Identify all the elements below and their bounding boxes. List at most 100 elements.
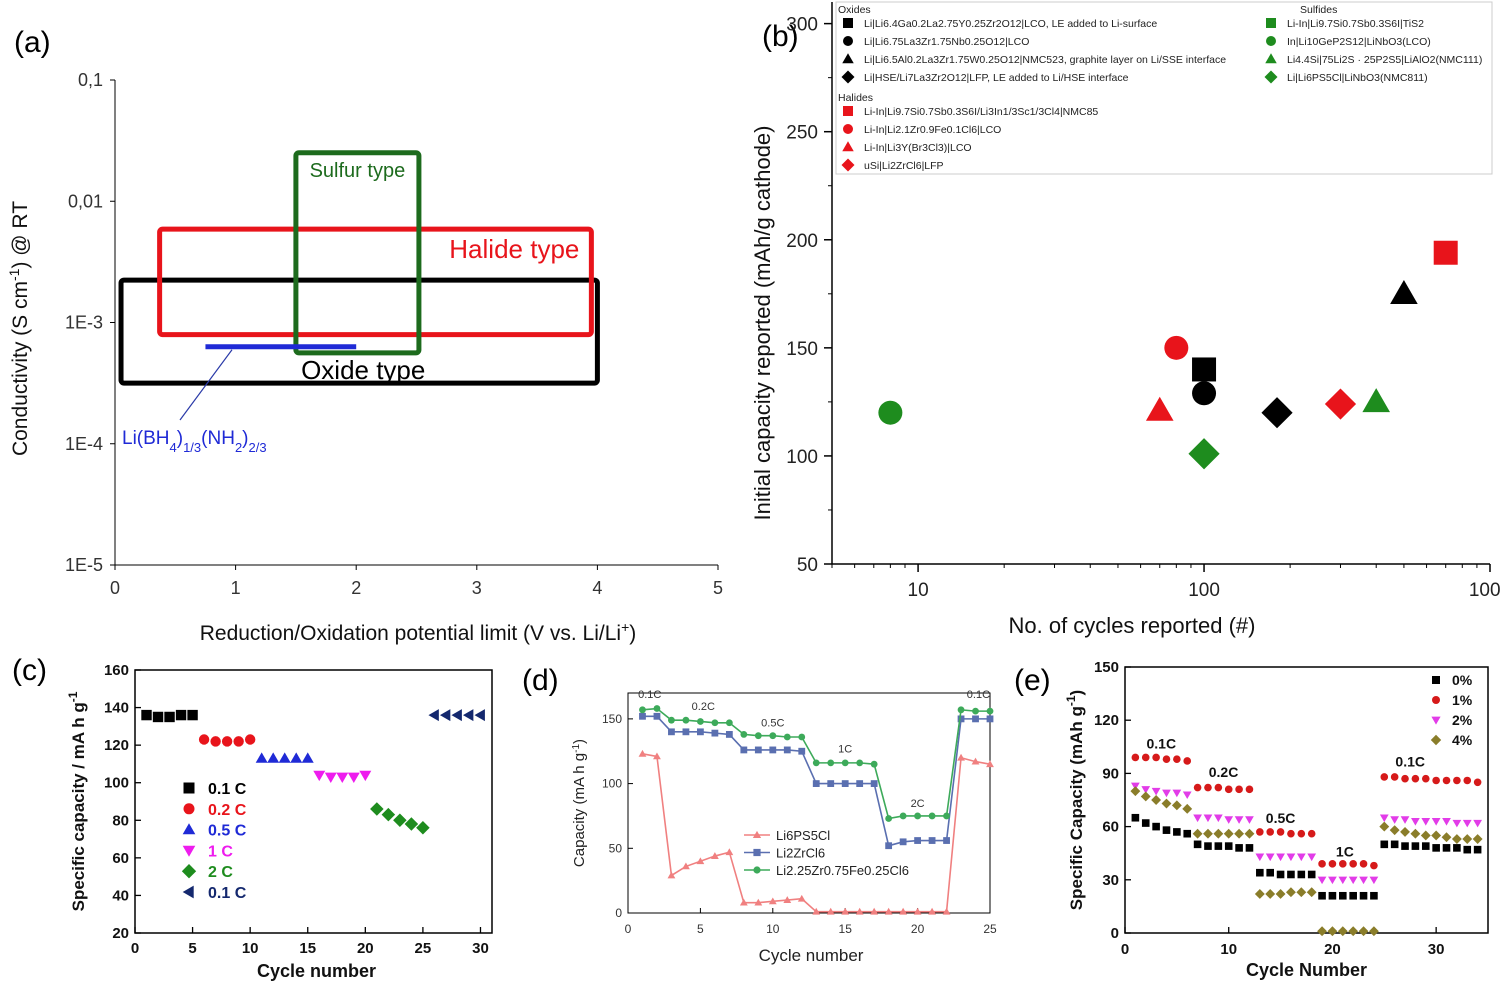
- panel-b-legend-label: Li-In|Li3Y(Br3Cl3)|LCO: [864, 142, 972, 154]
- panel-d-point: [768, 897, 777, 905]
- panel-e-y-tick-label: 150: [1094, 659, 1119, 676]
- panel-e-legend-label: 2%: [1452, 712, 1473, 728]
- panel-e-x-tick-label: 30: [1428, 941, 1445, 958]
- panel-d-point: [899, 907, 908, 915]
- panel-e-point: [1182, 791, 1192, 800]
- panel-e-point: [1183, 757, 1192, 765]
- panel-e-rate-label: 0.5C: [1266, 810, 1296, 826]
- panel-d-point: [696, 857, 705, 865]
- panel-b-y-tick-label: 200: [786, 231, 818, 252]
- panel-c-legend-label: 0.2 C: [208, 802, 247, 819]
- panel-a-region-oxide: [118, 277, 600, 386]
- panel-e-point: [1390, 816, 1400, 824]
- panel-e-point: [1421, 842, 1430, 850]
- panel-e-x-tick-label: 0: [1121, 941, 1129, 958]
- panel-e-point: [1193, 840, 1202, 849]
- panel-d-x-tick-label: 5: [697, 922, 704, 936]
- panel-e-point: [1327, 926, 1338, 937]
- panel-e-point: [1141, 753, 1150, 762]
- panel-c-point: [324, 772, 337, 784]
- panel-e-y-tick-label: 30: [1102, 872, 1119, 889]
- panel-e-point: [1234, 828, 1245, 839]
- panel-e-point: [1224, 842, 1233, 850]
- panel-c-tag: (c): [12, 654, 47, 687]
- panel-b-legend-label: Li-In|Li9.7Si0.7Sb0.3S6I/Li3In1/3Sc1/3Cl…: [864, 106, 1098, 118]
- panel-d-point: [769, 746, 777, 754]
- panel-d-point: [841, 907, 850, 915]
- panel-d-point: [870, 760, 878, 768]
- panel-c-point: [175, 709, 187, 721]
- panel-c-point: [187, 709, 198, 721]
- panel-d-rate-label: 0.1C: [638, 689, 661, 701]
- panel-e-chart: 0 10 20 30 0 30 60 90 120 150 Cycle Number Specific…: [1064, 659, 1489, 980]
- panel-c-legend-label: 0.1 C: [208, 781, 247, 798]
- panel-e-point: [1389, 825, 1400, 836]
- panel-e-point: [1339, 860, 1347, 868]
- panel-d-point: [827, 780, 835, 787]
- panel-d-point: [856, 759, 864, 767]
- panel-b-x-tick-label: 100: [1188, 580, 1220, 601]
- panel-e-point: [1442, 776, 1451, 785]
- panel-c-legend-label: 0.5 C: [208, 823, 247, 840]
- panel-d-point: [682, 862, 690, 870]
- panel-e-y-tick-label: 0: [1111, 925, 1119, 942]
- panel-e-point: [1287, 870, 1295, 879]
- panel-e-point: [1463, 776, 1472, 785]
- panel-e-point: [1348, 926, 1359, 937]
- panel-c-point: [290, 752, 303, 763]
- panel-c-y-tick-label: 40: [112, 887, 129, 904]
- panel-e-point: [1339, 891, 1347, 900]
- panel-e-point: [1224, 785, 1233, 794]
- panel-b-legend-marker: [841, 70, 855, 84]
- panel-c-point: [255, 752, 268, 763]
- panel-d-point: [710, 852, 719, 859]
- panel-b-point: [1433, 240, 1458, 265]
- panel-e-point: [1297, 829, 1306, 838]
- panel-e-point: [1296, 853, 1306, 862]
- panel-e-point: [1141, 819, 1150, 827]
- panel-b-y-tick-label: 300: [786, 15, 818, 36]
- panel-d-point: [769, 732, 777, 740]
- panel-e-point: [1161, 798, 1172, 809]
- panel-d-x-tick-label: 10: [766, 922, 780, 936]
- panel-c-point: [381, 807, 396, 822]
- panel-b-x-tick-label: 1000: [1469, 580, 1500, 601]
- panel-e-point: [1276, 853, 1285, 862]
- panel-e-point: [1358, 926, 1369, 937]
- panel-d-point: [697, 718, 704, 725]
- panel-b-legend-marker: [1265, 53, 1277, 64]
- panel-e-point: [1463, 845, 1472, 854]
- panel-e-point: [1337, 926, 1348, 937]
- panel-d-y-tick-label: 150: [602, 712, 622, 726]
- panel-a-y-label: Conductivity (S cm-1) @ RT: [6, 201, 32, 456]
- panel-b-y-tick-label: 250: [786, 123, 818, 144]
- panel-c-point: [313, 770, 326, 782]
- panel-e-point: [1472, 834, 1483, 844]
- panel-e-legend-label: 1%: [1452, 692, 1473, 708]
- panel-e-point: [1131, 813, 1140, 822]
- panel-c-x-tick-label: 20: [357, 940, 374, 957]
- panel-d-point: [653, 705, 661, 712]
- panel-d-point: [783, 896, 792, 903]
- panel-e-point: [1380, 773, 1389, 781]
- panel-e-point: [1171, 800, 1182, 811]
- panel-d-point: [957, 753, 965, 761]
- panel-e-point: [1213, 814, 1223, 823]
- panel-e-rate-label: 0.2C: [1209, 764, 1239, 780]
- panel-b-legend-marker: [843, 36, 853, 46]
- panel-d-legend-marker: [753, 848, 761, 857]
- panel-e-point: [1265, 889, 1276, 899]
- panel-d-y-label: Capacity (mA h g-1): [571, 739, 589, 867]
- panel-e-point: [1318, 860, 1326, 868]
- panel-e-point: [1214, 842, 1223, 850]
- panel-b-legend-marker: [1266, 18, 1276, 28]
- panel-d-y-tick-label: 0: [615, 906, 622, 920]
- panel-d-point: [639, 706, 646, 714]
- panel-e-point: [1287, 829, 1295, 838]
- panel-d-point: [783, 746, 791, 754]
- panel-d-point: [913, 907, 922, 915]
- panel-e-point: [1442, 844, 1451, 852]
- panel-e-point: [1432, 776, 1440, 785]
- panel-e-point: [1265, 853, 1275, 862]
- panel-e-point: [1411, 774, 1420, 783]
